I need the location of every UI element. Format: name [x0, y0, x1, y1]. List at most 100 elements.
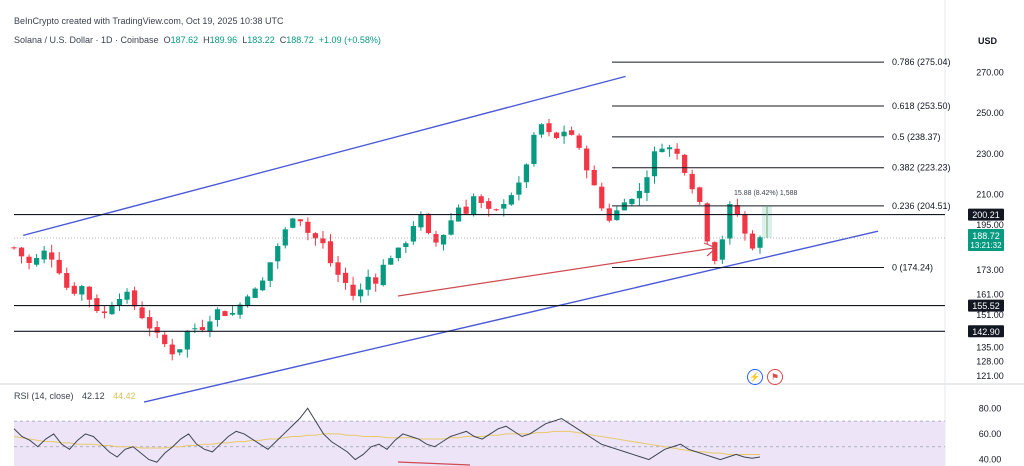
candle-body [147, 317, 153, 329]
candle-body [192, 328, 198, 330]
trend-arrow [397, 247, 715, 297]
candle-body [244, 296, 251, 306]
candle-body [757, 237, 763, 248]
rsi-tick-label: 40.00 [979, 455, 1002, 465]
candle-body [493, 209, 499, 211]
change-value: +1.09 (+0.58%) [318, 35, 381, 45]
candle-body [252, 288, 258, 298]
candle-body [184, 330, 190, 350]
candle-body [591, 169, 597, 186]
price-tick-label: 121.00 [976, 371, 1004, 381]
rsi-ma-value: 44.42 [113, 391, 136, 401]
current-price-label: 188.72 [972, 231, 1000, 241]
rsi-band [14, 421, 945, 466]
candle-body [222, 311, 228, 316]
candle-body [674, 148, 680, 154]
candle-body [342, 272, 349, 283]
candle-body [742, 214, 748, 234]
candle-body [320, 238, 326, 244]
high-value: 189.96 [209, 35, 238, 45]
candle-body [109, 305, 115, 315]
candle-body [154, 327, 160, 333]
candle-body [712, 242, 718, 261]
candle-body [614, 210, 620, 221]
candle-body [651, 151, 658, 177]
currency-label: USD [978, 36, 998, 46]
price-tick-label: 270.00 [976, 67, 1004, 77]
candle-body [358, 289, 364, 297]
candle-body [335, 262, 341, 275]
candle-body [734, 205, 741, 215]
candle-body [478, 196, 484, 203]
candle-body [689, 173, 695, 190]
candle-body [11, 247, 17, 249]
candle-body [33, 258, 40, 265]
rsi-divergence-line [397, 461, 471, 466]
candle-body [599, 186, 605, 209]
candle-body [267, 262, 273, 281]
candle-body [682, 154, 688, 173]
symbol-legend: Solana / U.S. Dollar · 1D · Coinbase O18… [14, 35, 381, 45]
candle-body [425, 213, 432, 234]
candle-body [199, 327, 205, 331]
low-value: 183.22 [247, 35, 275, 45]
candle-body [305, 221, 311, 233]
rsi-tick-label: 60.00 [979, 429, 1002, 439]
candle-body [237, 304, 243, 315]
rsi-value: 42.12 [82, 391, 105, 401]
candle-body [350, 284, 356, 296]
candle-body [388, 258, 394, 265]
candle-body [508, 195, 514, 205]
candle-body [116, 298, 123, 306]
fib-level-label: 0.236 (204.51) [892, 201, 951, 211]
candle-body [131, 290, 138, 307]
candle-body [501, 203, 507, 209]
fib-level-label: 0.618 (253.50) [892, 101, 951, 111]
candle-body [561, 131, 567, 137]
key-level-label: 155.52 [972, 301, 1000, 311]
price-tick-label: 230.00 [976, 149, 1004, 159]
key-level-label: 200.21 [972, 210, 1000, 220]
flag-icon[interactable]: ⚑ [767, 369, 783, 385]
open-value: 187.62 [170, 35, 199, 45]
channel-lower-line [143, 230, 879, 403]
key-level-tag [968, 299, 1004, 312]
candle-body [569, 130, 575, 135]
current-price-tag [968, 228, 1004, 251]
symbol-name: Solana / U.S. Dollar · 1D · Coinbase [14, 35, 159, 45]
price-tick-label: 250.00 [976, 108, 1004, 118]
price-tick-label: 151.00 [976, 310, 1004, 320]
candle-body [214, 309, 221, 320]
candle-body [584, 148, 590, 171]
candle-body [282, 229, 288, 246]
candle-body [312, 233, 319, 239]
candle-body [101, 311, 108, 314]
fib-level-label: 0.786 (275.04) [892, 57, 951, 67]
candle-body [538, 124, 545, 135]
price-tick-label: 161.00 [976, 289, 1004, 299]
candle-body [297, 219, 303, 222]
candle-body [41, 250, 47, 260]
rsi-tick-label: 80.00 [979, 403, 1002, 413]
candle-body [327, 241, 334, 264]
candle-body [71, 285, 77, 294]
key-level-label: 142.90 [972, 327, 1000, 337]
fib-level-label: 0 (174.24) [892, 262, 933, 272]
candle-body [275, 246, 281, 262]
candle-body [516, 182, 522, 195]
tradingview-icon[interactable]: ⚡ [747, 369, 763, 385]
candle-body [546, 123, 552, 133]
candle-body [553, 132, 560, 139]
candle-body [749, 233, 756, 249]
candle-body [177, 349, 183, 353]
candle-body [169, 344, 175, 355]
rsi-label: RSI (14, close) [14, 391, 74, 401]
candle-body [365, 276, 371, 290]
candle-body [79, 286, 85, 295]
price-tick-label: 210.00 [976, 190, 1004, 200]
fib-level-label: 0.5 (238.37) [892, 132, 941, 142]
candle-body [704, 203, 710, 242]
candle-body [94, 298, 100, 312]
measure-label: 15.88 (8.42%) 1,588 [734, 190, 798, 197]
